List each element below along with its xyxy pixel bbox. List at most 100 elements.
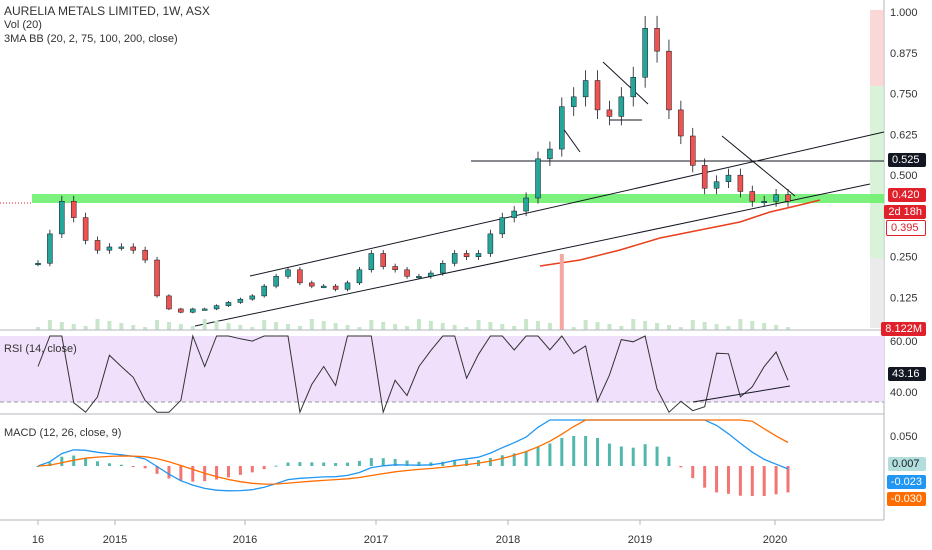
macd-hist-bar	[762, 466, 766, 496]
candle-body	[428, 272, 434, 277]
tag-macd-hist: 0.007	[888, 457, 926, 471]
macd-hist-bar	[381, 458, 385, 466]
macd-hist-bar	[393, 458, 397, 466]
candle-body	[94, 240, 101, 251]
price-tick-label: 0.250	[890, 252, 918, 264]
candle-body	[725, 174, 732, 182]
rsi-tick-label: 40.00	[890, 387, 918, 399]
volume-bar	[381, 322, 386, 330]
volume-bar	[643, 321, 648, 330]
candle-body	[701, 165, 708, 189]
candle-body	[356, 269, 363, 284]
axis-range-red	[870, 10, 884, 86]
candle-body	[35, 263, 41, 266]
candle-body	[320, 285, 327, 288]
vol-label: Vol (20)	[4, 19, 42, 31]
candle-body	[392, 266, 398, 271]
macd-hist-bar	[584, 436, 588, 466]
candle-body	[713, 181, 720, 189]
candle-body	[285, 269, 291, 277]
macd-hist-bar	[369, 458, 373, 466]
rsi-tick-label: 60.00	[890, 336, 918, 348]
macd-hist-bar	[715, 466, 719, 493]
macd-hist-bar	[619, 446, 623, 466]
macd-label: MACD (12, 26, close, 9)	[4, 427, 122, 439]
signal-line	[37, 419, 789, 485]
volume-bar	[524, 319, 529, 330]
volume-bar	[726, 326, 731, 330]
candle-body	[511, 210, 517, 218]
volume-bar	[440, 323, 445, 330]
rsi-label: RSI (14, close)	[4, 343, 77, 355]
candle-body	[654, 28, 660, 52]
rsi-line	[37, 334, 789, 415]
volume-bar	[571, 327, 576, 330]
rsi-axis: 60.00 40.00	[890, 336, 918, 399]
pattern-line-4	[721, 135, 796, 197]
time-tick-label: 2020	[763, 534, 787, 546]
price-tick-label: 1.000	[890, 7, 918, 19]
macd-hist-bar	[572, 436, 576, 466]
macd-hist-bar	[441, 461, 445, 466]
volume-bar	[488, 322, 493, 330]
macd-hist-bar	[274, 465, 278, 467]
macd-hist-bar	[346, 462, 350, 466]
volume-bar	[214, 321, 219, 330]
candle-body	[237, 298, 244, 303]
volume-bar	[714, 324, 719, 330]
volume-bar	[333, 323, 338, 330]
volume-bar	[464, 327, 469, 330]
macd-hist-bar	[560, 438, 564, 466]
macd-hist-bar	[238, 466, 242, 475]
rsi-panel[interactable]: 60.00 40.00	[0, 334, 918, 415]
time-axis: 16 2015 2016 2017 2018 2019 2020	[32, 520, 787, 546]
price-tick-label: 0.125	[890, 293, 918, 305]
macd-hist-bar	[286, 462, 290, 466]
moving-average-line	[539, 199, 821, 267]
macd-histogram	[36, 436, 790, 496]
macd-hist-bar	[417, 461, 421, 466]
price-tick-label: 0.750	[890, 89, 918, 101]
macd-hist-bar	[84, 458, 88, 466]
volume-bar	[95, 319, 100, 330]
macd-hist-bar	[250, 466, 254, 473]
macd-panel[interactable]: 0.0500.000-0.050	[0, 419, 921, 521]
volume-bar	[357, 327, 362, 330]
volume-bar	[83, 326, 88, 330]
candle-body	[499, 217, 506, 235]
volume-bar	[536, 321, 540, 330]
support-zone	[32, 194, 884, 203]
rsi-trendline	[692, 385, 791, 403]
legend-rsi: RSI (14, close)	[4, 342, 77, 356]
candle-body	[213, 305, 220, 310]
rsi-band	[0, 336, 884, 402]
candle-body	[475, 253, 482, 257]
macd-hist-bar	[512, 453, 516, 466]
candle-body	[416, 276, 422, 279]
candle-body	[606, 109, 613, 117]
price-panel[interactable]: 1.000 0.875 0.750 0.625 0.500 0.250 0.125	[0, 7, 918, 331]
candle-body	[523, 197, 529, 212]
volume-bar	[202, 319, 207, 330]
macd-hist-bar	[322, 462, 326, 466]
volume-bar	[595, 322, 600, 330]
volume-bar	[369, 320, 374, 330]
candle-body	[249, 295, 256, 300]
candle-body	[749, 191, 756, 202]
volume-bar	[750, 321, 755, 330]
macd-hist-bar	[405, 460, 409, 466]
volume-bar	[416, 319, 421, 330]
volume-bar	[619, 326, 624, 330]
candle-body	[559, 106, 565, 150]
candle-body	[178, 308, 184, 313]
macd-hist-bar	[667, 456, 671, 466]
macd-hist-bar	[179, 466, 183, 482]
tag-rsi: 43.16	[888, 367, 926, 381]
macd-hist-bar	[691, 466, 695, 479]
volume-bar	[166, 322, 171, 330]
channel-upper	[249, 131, 885, 277]
volume-bar	[59, 322, 64, 330]
volume-bar	[155, 320, 160, 330]
tag-last-price: 0.420	[888, 188, 926, 202]
